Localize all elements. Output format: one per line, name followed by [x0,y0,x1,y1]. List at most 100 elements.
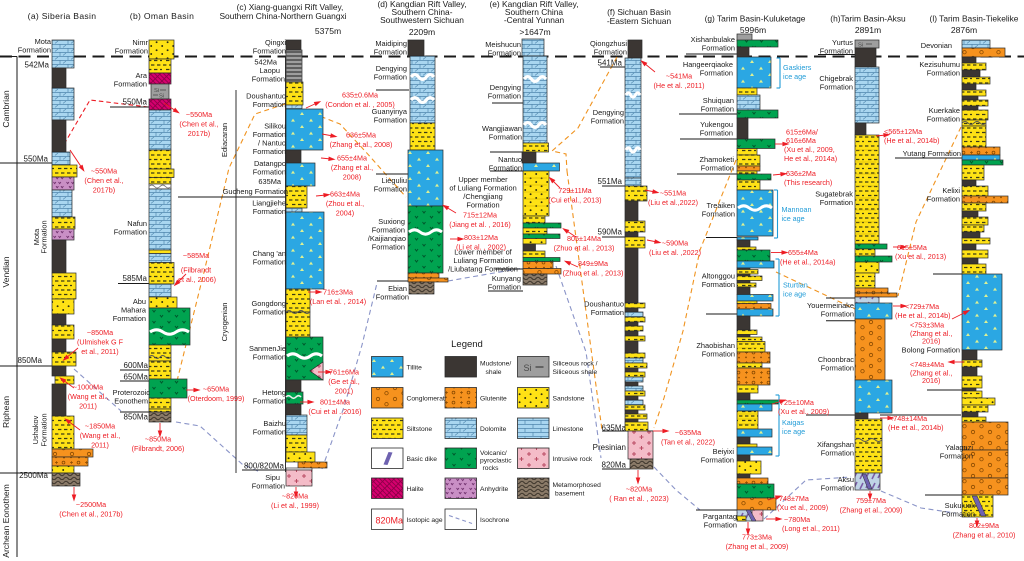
svg-text:Basic dike: Basic dike [407,456,438,463]
svg-text:600Ma: 600Ma [124,361,149,370]
svg-text:Formation: Formation [253,428,286,437]
svg-text:Luliang Formation: Luliang Formation [453,256,512,265]
svg-text:~550Ma: ~550Ma [186,110,212,119]
svg-text:(Ge et al.,: (Ge et al., [328,377,360,386]
svg-text:(a) Siberia Basin: (a) Siberia Basin [28,11,97,21]
svg-text:(Chen et al.,: (Chen et al., [179,120,218,129]
svg-text:Siliceous shale: Siliceous shale [553,369,598,376]
svg-text:Formation: Formation [114,80,147,89]
svg-text:850Ma: 850Ma [18,356,43,365]
svg-text:2001): 2001) [335,387,353,396]
svg-text:Formation: Formation [488,283,521,292]
svg-text:(Xu et al., 2009): (Xu et al., 2009) [778,407,829,416]
svg-text:Sugatebrak: Sugatebrak [815,190,853,199]
svg-text:(This research): (This research) [784,178,832,187]
svg-text:Formation: Formation [821,449,854,458]
svg-text:Formation: Formation [942,510,975,519]
svg-text:Guanyinya: Guanyinya [372,107,408,116]
svg-text:Formation: Formation [252,482,285,491]
svg-text:Formation: Formation [114,228,147,237]
svg-text:<565±12Ma: <565±12Ma [884,127,922,136]
svg-text:Formation: Formation [253,258,286,267]
svg-text:Riphean: Riphean [1,396,11,428]
svg-text:et al., 2006): et al., 2006) [178,275,216,284]
svg-text:Isotopic age: Isotopic age [407,517,443,524]
svg-text:585Ma: 585Ma [123,274,148,283]
svg-text:Hetong: Hetong [262,388,286,397]
svg-text:Kaigas: Kaigas [782,418,804,427]
svg-text:Formation: Formation [374,185,407,194]
svg-text:Dengying: Dengying [376,64,407,73]
svg-text:Formation: Formation [820,198,853,207]
svg-text:2008): 2008) [343,173,361,182]
svg-text:Isochrone: Isochrone [480,517,510,524]
svg-text:636±2Ma: 636±2Ma [786,169,816,178]
svg-text:Formation: Formation [113,314,146,323]
svg-text:Formation: Formation [253,168,286,177]
svg-text:Hangeerqiaoke: Hangeerqiaoke [683,60,733,69]
svg-text:542Ma: 542Ma [254,58,277,67]
svg-text:(He et al., 2014b): (He et al., 2014b) [895,311,951,320]
svg-text:Shuiquan: Shuiquan [703,96,734,105]
svg-text:Abu: Abu [133,297,146,306]
svg-text:Sandstone: Sandstone [553,396,585,403]
svg-text:Presinian: Presinian [593,443,626,452]
svg-text:Formation: Formation [702,44,735,53]
svg-text:Doushantuo: Doushantuo [246,92,286,101]
svg-text:of Luliang Formation: of Luliang Formation [449,184,516,193]
svg-text:(Zhang et al., 2010): (Zhang et al., 2010) [953,531,1016,540]
svg-text:(h)Tarim Basin-Aksu: (h)Tarim Basin-Aksu [830,14,906,24]
svg-text:Sturtian: Sturtian [783,281,808,290]
svg-text:551Ma: 551Ma [598,177,623,186]
svg-text:Formation: Formation [374,116,407,125]
svg-text:635Ma: 635Ma [258,177,281,186]
svg-text:820Ma: 820Ma [376,516,404,526]
svg-text:( Ran et al. , 2023): ( Ran et al. , 2023) [609,494,669,503]
svg-text:Si: Si [858,43,863,49]
svg-text:(Xu et al., 2013): (Xu et al., 2013) [895,252,946,261]
svg-text:(Cui et al., 2013): (Cui et al., 2013) [548,196,601,205]
svg-text:et al., 2011): et al., 2011) [81,347,118,356]
svg-text:655±4Ma: 655±4Ma [337,154,367,163]
svg-text:802±9Ma: 802±9Ma [969,521,999,530]
svg-text:Formation: Formation [940,452,973,461]
svg-text:<748±4Ma: <748±4Ma [910,360,944,369]
svg-text:849±9Ma: 849±9Ma [578,259,608,268]
svg-text:(Li et al. , 2002): (Li et al. , 2002) [456,243,506,252]
svg-text:Devonian: Devonian [921,41,952,50]
svg-text:Formation: Formation [927,69,960,78]
svg-text:2016): 2016) [922,337,940,346]
svg-text:Ushakov: Ushakov [31,415,40,444]
svg-text:(Wang et al.,: (Wang et al., [80,431,120,440]
svg-text:Formation: Formation [253,147,286,156]
svg-text:Dengying: Dengying [490,83,521,92]
svg-text:(Filbrandt, 2006): (Filbrandt, 2006) [132,444,185,453]
svg-text:Chigebrak: Chigebrak [819,74,853,83]
svg-text:Altonggou: Altonggou [702,272,735,281]
svg-text:>1647m: >1647m [519,27,550,37]
svg-text:-Eastern Sichuan: -Eastern Sichuan [607,16,672,26]
svg-text:(Zhang et al., 2009): (Zhang et al., 2009) [726,542,789,551]
svg-text:~585Ma: ~585Ma [183,251,209,260]
svg-text:Ediacaran: Ediacaran [220,123,229,157]
svg-text:Zhaobishan: Zhaobishan [696,341,735,350]
svg-text:616±6Ma: 616±6Ma [786,136,816,145]
svg-text:5996m: 5996m [740,25,766,35]
svg-text:(Xu et al., 2009,: (Xu et al., 2009, [784,145,835,154]
svg-text:Sipu: Sipu [265,473,280,482]
svg-text:Formation: Formation [820,83,853,92]
svg-text:(Liu et al.,2022): (Liu et al.,2022) [648,198,698,207]
svg-text:Nimr: Nimr [132,38,148,47]
svg-text:ice age: ice age [782,214,805,223]
svg-text:SanmenJie: SanmenJie [249,344,286,353]
svg-text:Formation: Formation [927,115,960,124]
svg-text:(d) Kangdian Rift Valley,: (d) Kangdian Rift Valley, [377,0,466,9]
svg-text:Siliceous rock /: Siliceous rock / [553,361,598,368]
svg-text:Formation: Formation [701,456,734,465]
svg-text:Cryogenian: Cryogenian [220,303,229,342]
svg-text:Legend: Legend [451,339,483,350]
svg-text:759±7Ma: 759±7Ma [856,496,886,505]
svg-text:Qiongzhusi: Qiongzhusi [590,39,627,48]
svg-text:Intrusive rock: Intrusive rock [553,456,593,463]
svg-text:Mannoan: Mannoan [782,205,812,214]
